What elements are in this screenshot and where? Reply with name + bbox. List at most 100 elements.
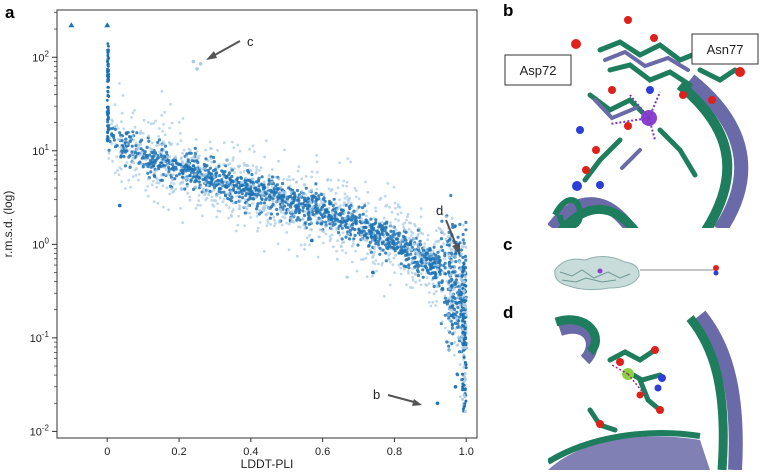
scatter-point: [425, 256, 429, 260]
scatter-point: [215, 215, 219, 219]
scatter-point: [369, 217, 373, 221]
scatter-point: [401, 223, 405, 226]
scatter-point: [317, 235, 321, 239]
scatter-point: [234, 200, 238, 204]
scatter-point: [414, 280, 418, 284]
scatter-point: [196, 161, 200, 165]
scatter-point: [421, 275, 425, 279]
scatter-point: [349, 160, 353, 164]
scatter-point: [464, 313, 468, 317]
x-tick-label-3: 0.6: [315, 446, 330, 458]
scatter-point: [432, 243, 436, 246]
scatter-point: [327, 220, 331, 224]
scatter-point: [213, 168, 217, 172]
scatter-point: [406, 212, 410, 216]
scatter-point: [452, 295, 456, 300]
scatter-point: [450, 222, 455, 227]
scatter-point: [426, 238, 430, 242]
scatter-point: [446, 235, 450, 239]
scatter-point: [210, 195, 214, 199]
scatter-point: [331, 212, 335, 216]
scatter-point: [423, 260, 427, 264]
scatter-point: [164, 173, 168, 176]
scatter-point: [304, 210, 308, 214]
scatter-point: [106, 118, 109, 121]
scatter-point: [423, 242, 426, 246]
scatter-point: [281, 207, 285, 211]
scatter-point: [206, 183, 210, 187]
scatter-point: [267, 182, 271, 186]
scatter-point: [354, 189, 358, 193]
scatter-point: [243, 224, 246, 228]
scatter-point: [330, 215, 334, 220]
scatter-point: [246, 169, 250, 173]
scatter-point: [328, 235, 332, 238]
scatter-point: [146, 177, 150, 181]
scatter-point: [259, 166, 263, 170]
scatter-point: [227, 216, 230, 220]
scatter-point: [229, 199, 234, 203]
scatter-point: [343, 192, 347, 196]
scatter-point: [448, 318, 451, 322]
scatter-point: [363, 204, 367, 208]
scatter-point: [282, 211, 286, 215]
scatter-point: [464, 304, 468, 308]
scatter-point: [384, 240, 388, 244]
scatter-point: [463, 340, 467, 344]
scatter-point: [354, 249, 357, 253]
scatter-point: [370, 235, 374, 239]
scatter-point: [351, 227, 355, 231]
scatter-point: [419, 207, 423, 211]
scatter-point: [206, 188, 210, 192]
scatter-point: [358, 213, 362, 217]
scatter-point: [225, 203, 228, 207]
scatter-point: [398, 205, 402, 209]
scatter-point: [332, 207, 336, 211]
scatter-point: [166, 158, 171, 162]
scatter-point: [383, 235, 386, 239]
scatter-point: [204, 148, 208, 152]
scatter-point: [359, 225, 363, 229]
scatter-point: [249, 169, 253, 173]
scatter-point: [457, 315, 461, 319]
scatter-point: [353, 186, 357, 190]
scatter-point: [457, 319, 461, 323]
scatter-point: [216, 202, 220, 206]
scatter-point: [200, 190, 204, 194]
scatter-point: [343, 211, 346, 215]
scatter-point: [431, 282, 435, 286]
scatter-point: [278, 199, 281, 203]
scatter-point: [320, 222, 324, 226]
scatter-point: [106, 57, 110, 61]
scatter-point: [362, 225, 366, 230]
scatter-point: [223, 194, 228, 198]
scatter-point: [303, 247, 306, 251]
scatter-point: [394, 254, 398, 257]
scatter-point: [177, 172, 181, 176]
scatter-point: [317, 194, 321, 198]
scatter-point: [361, 220, 365, 223]
scatter-point: [374, 206, 377, 210]
scatter-point: [186, 158, 190, 162]
scatter-point: [155, 144, 159, 148]
scatter-point: [421, 232, 425, 236]
scatter-point: [146, 194, 150, 198]
scatter-point: [254, 180, 259, 184]
scatter-point: [126, 130, 130, 135]
scatter-point: [192, 159, 196, 163]
scatter-point: [422, 251, 425, 254]
scatter-point: [163, 133, 167, 137]
scatter-point: [458, 395, 462, 398]
scatter-point: [464, 366, 468, 370]
scatter-point: [244, 163, 248, 167]
scatter-point: [449, 193, 453, 198]
scatter-point: [457, 288, 461, 292]
scatter-point: [422, 245, 426, 249]
scatter-point: [227, 206, 231, 210]
scatter-point: [168, 126, 172, 130]
scatter-point: [432, 284, 436, 289]
scatter-point: [310, 197, 314, 201]
scatter-point: [124, 137, 128, 141]
scatter-point: [169, 181, 173, 185]
scatter-point: [447, 313, 451, 317]
